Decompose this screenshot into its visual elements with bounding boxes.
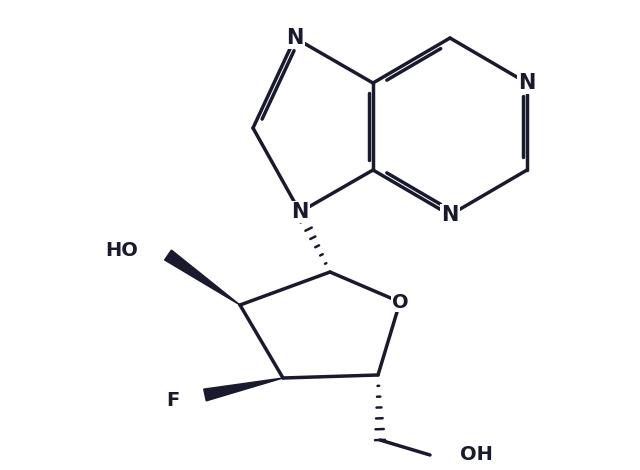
Polygon shape <box>204 378 283 401</box>
Text: OH: OH <box>460 446 493 464</box>
Text: HO: HO <box>105 241 138 259</box>
Text: N: N <box>518 73 536 93</box>
Text: N: N <box>286 28 304 48</box>
Polygon shape <box>164 250 240 305</box>
Text: O: O <box>392 292 408 312</box>
Text: F: F <box>167 391 180 409</box>
Text: N: N <box>442 205 459 225</box>
Text: N: N <box>291 202 308 222</box>
